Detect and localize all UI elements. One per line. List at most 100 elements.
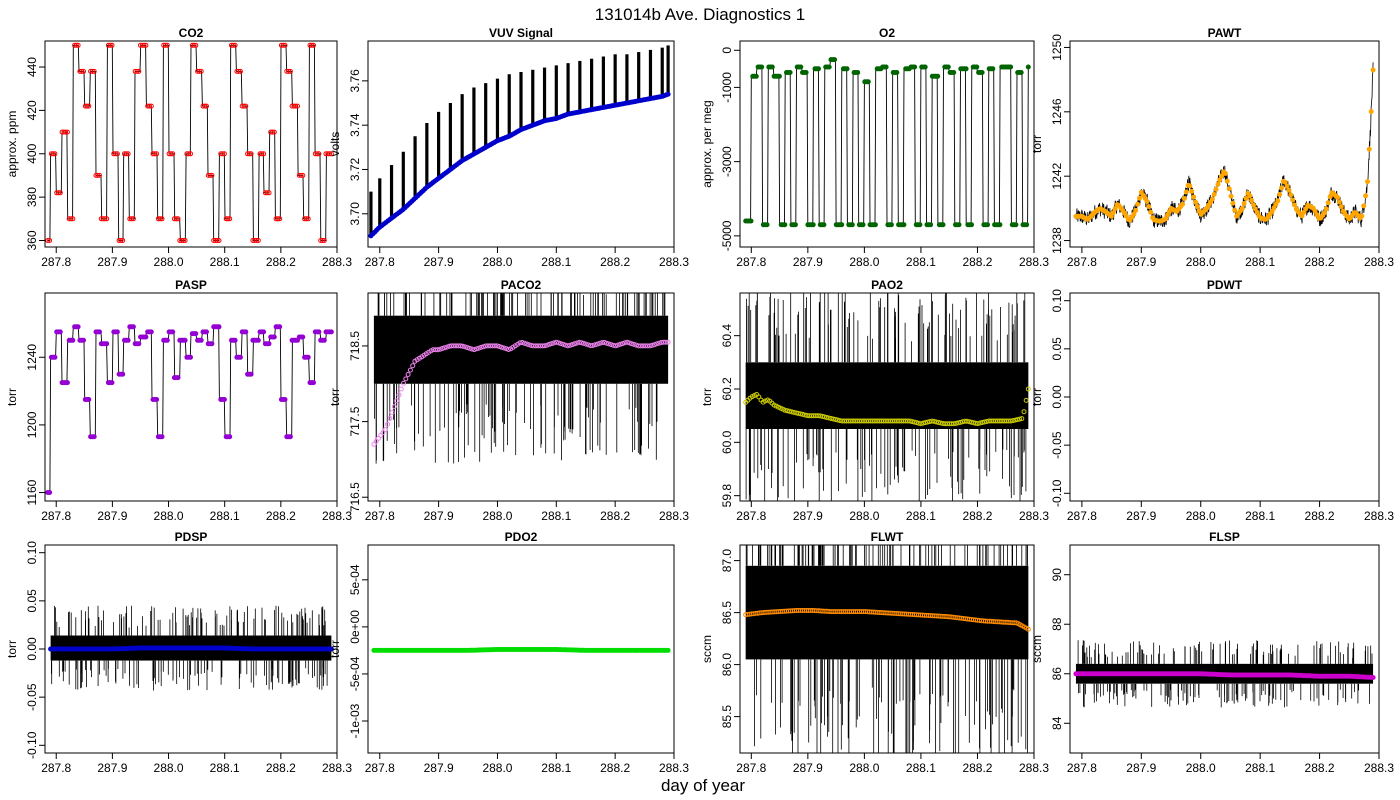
data-point-paco2 (574, 340, 580, 346)
data-point-pasp (136, 341, 142, 347)
data-point-co2 (152, 151, 158, 157)
data-point-pawt (1215, 181, 1221, 187)
y-tick-label-pdwt: -0.10 (1050, 479, 1064, 507)
data-point-co2 (248, 151, 254, 157)
data-point-o2 (956, 222, 962, 228)
data-point-pasp (104, 341, 110, 347)
data-point-pasp (57, 329, 63, 335)
data-point-pawt (1239, 206, 1245, 211)
data-point-paco2 (617, 341, 623, 347)
plot-area-pasp (45, 324, 334, 495)
data-point-co2 (196, 68, 202, 74)
x-tick-label-co2: 288.3 (322, 255, 352, 269)
data-point-co2 (168, 151, 174, 157)
plot-area-pdsp (48, 605, 334, 691)
data-point-paco2 (658, 340, 664, 345)
data-point-o2 (764, 222, 770, 228)
plot-frame-pdo2 (367, 544, 675, 754)
data-point-pao2 (955, 420, 961, 426)
data-point-pawt (1110, 210, 1116, 216)
plot-area-flwt (743, 545, 1031, 753)
data-point-co2 (182, 238, 188, 243)
plot-area-flsp (1073, 640, 1376, 708)
data-point-paco2 (624, 339, 630, 345)
y-tick-label-co2: 400 (25, 143, 39, 163)
data-point-paco2 (578, 340, 584, 346)
x-tick-label-flsp: 287.8 (1067, 761, 1097, 775)
x-tick-label-pao2: 287.8 (736, 509, 766, 523)
data-point-co2 (221, 151, 227, 157)
data-point-co2 (286, 68, 292, 74)
y-tick-label-paco2: 717.5 (348, 406, 362, 436)
data-point-o2 (821, 222, 827, 228)
panel-pdsp: PDSP torr 287.8 287.9 288.0 288.1 288.2 288.3 -0… (5, 530, 352, 775)
data-point-pao2 (1017, 416, 1023, 422)
data-point-co2 (180, 238, 186, 243)
data-point-pasp (164, 337, 170, 343)
data-point-pasp (188, 354, 193, 360)
x-tick-label-co2: 287.9 (97, 255, 127, 269)
data-point-paco2 (601, 339, 607, 345)
x-tick-label-vuv-signal: 287.8 (365, 255, 395, 269)
data-point-co2 (261, 151, 267, 157)
data-point-co2 (50, 151, 56, 157)
y-tick-label-vuv-signal: 3.74 (348, 113, 362, 137)
plot-frame-pasp (44, 292, 338, 502)
data-point-pawt (1336, 199, 1342, 205)
x-tick-label-flwt: 288.1 (906, 761, 936, 775)
x-tick-label-pawt: 288.1 (1245, 255, 1275, 269)
data-point-flwt (1025, 626, 1031, 632)
data-point-pasp (130, 324, 136, 330)
data-point-co2 (277, 216, 283, 222)
data-point-pasp (91, 434, 97, 440)
data-point-co2 (309, 42, 315, 48)
data-point-paco2 (608, 342, 614, 348)
data-point-pasp (237, 354, 243, 360)
y-tick-label-pdsp: -0.05 (25, 683, 39, 711)
data-point-paco2 (471, 347, 477, 353)
y-tick-label-pdwt: 0.00 (1050, 385, 1064, 409)
x-tick-label-paco2: 288.0 (482, 509, 512, 523)
data-point-pawt (1322, 210, 1327, 216)
data-point-paco2 (492, 343, 498, 349)
data-point-paco2 (585, 342, 591, 348)
panel-title-pdsp: PDSP (175, 530, 208, 544)
data-point-paco2 (649, 342, 655, 348)
noise-spikes-flsp (1077, 640, 1373, 708)
y-tick-label-pawt: 1250 (1050, 34, 1064, 61)
x-tick-label-vuv-signal: 288.2 (600, 255, 630, 269)
data-point-pawt (1359, 213, 1365, 219)
data-point-co2 (198, 68, 204, 74)
data-point-pawt (1181, 196, 1187, 201)
data-point-pawt (1251, 202, 1256, 208)
data-point-pawt (1249, 197, 1255, 203)
data-point-pao2 (909, 419, 915, 425)
data-point-paco2 (610, 342, 616, 348)
y-axis-label-co2: approx. ppm (5, 111, 19, 178)
x-tick-label-pdwt: 288.2 (1305, 509, 1335, 523)
series-line-co2 (47, 44, 332, 241)
x-tick-label-pasp: 287.8 (41, 509, 71, 523)
data-point-pasp (282, 397, 288, 402)
data-point-o2 (839, 222, 845, 228)
data-point-paco2 (433, 347, 438, 353)
data-point-o2 (917, 222, 923, 228)
x-tick-label-pao2: 288.1 (906, 509, 936, 523)
x-tick-label-co2: 288.2 (266, 255, 296, 269)
data-point-pawt (1180, 201, 1185, 207)
data-point-pawt (1241, 201, 1247, 206)
plot-area-o2 (743, 57, 1031, 228)
data-point-pawt (1288, 192, 1294, 198)
plot-frame-paco2 (367, 292, 675, 502)
data-point-co2 (157, 216, 163, 222)
panel-flwt: FLWT sccm 287.8 287.9 288.0 288.1 288.2 288.3 85… (700, 530, 1049, 775)
panel-pao2: PAO2 torr 287.8 287.9 288.0 288.1 288.2 288.3 59… (700, 278, 1049, 523)
y-axis-label-pdsp: torr (5, 640, 19, 658)
data-point-paco2 (444, 344, 450, 350)
data-point-co2 (81, 68, 86, 74)
data-point-pao2 (797, 411, 803, 417)
x-tick-label-pdsp: 288.1 (210, 761, 240, 775)
x-tick-label-pasp: 288.2 (266, 509, 296, 523)
data-point-pawt (1327, 194, 1333, 200)
data-point-co2 (188, 151, 193, 157)
